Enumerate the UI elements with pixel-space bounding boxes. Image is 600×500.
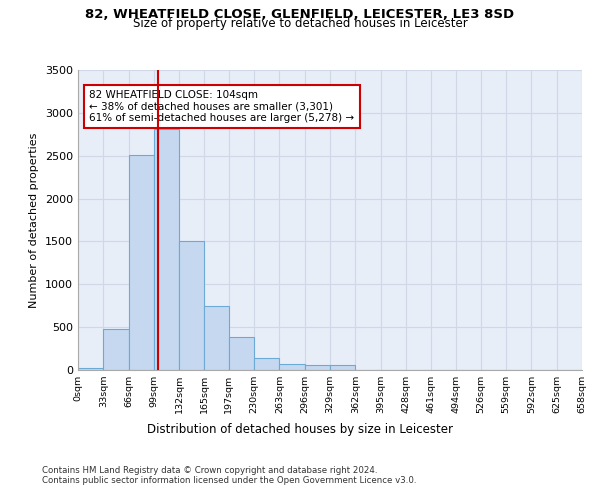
Y-axis label: Number of detached properties: Number of detached properties (29, 132, 40, 308)
Bar (280, 364, 305, 370)
Text: 82, WHEATFIELD CLOSE, GLENFIELD, LEICESTER, LE3 8SD: 82, WHEATFIELD CLOSE, GLENFIELD, LEICEST… (85, 8, 515, 20)
Bar (78, 368, 103, 370)
Text: 82 WHEATFIELD CLOSE: 104sqm
← 38% of detached houses are smaller (3,301)
61% of : 82 WHEATFIELD CLOSE: 104sqm ← 38% of det… (89, 90, 355, 123)
Bar (330, 365, 355, 370)
Bar (179, 240, 205, 370)
Bar (254, 358, 280, 370)
Bar (154, 129, 179, 370)
Text: Size of property relative to detached houses in Leicester: Size of property relative to detached ho… (133, 18, 467, 30)
Text: Contains public sector information licensed under the Open Government Licence v3: Contains public sector information licen… (42, 476, 416, 485)
Bar (229, 337, 254, 370)
Text: Distribution of detached houses by size in Leicester: Distribution of detached houses by size … (147, 422, 453, 436)
Text: Contains HM Land Registry data © Crown copyright and database right 2024.: Contains HM Land Registry data © Crown c… (42, 466, 377, 475)
Bar (305, 365, 330, 370)
Bar (128, 155, 154, 370)
Bar (205, 306, 229, 370)
Bar (103, 329, 128, 370)
